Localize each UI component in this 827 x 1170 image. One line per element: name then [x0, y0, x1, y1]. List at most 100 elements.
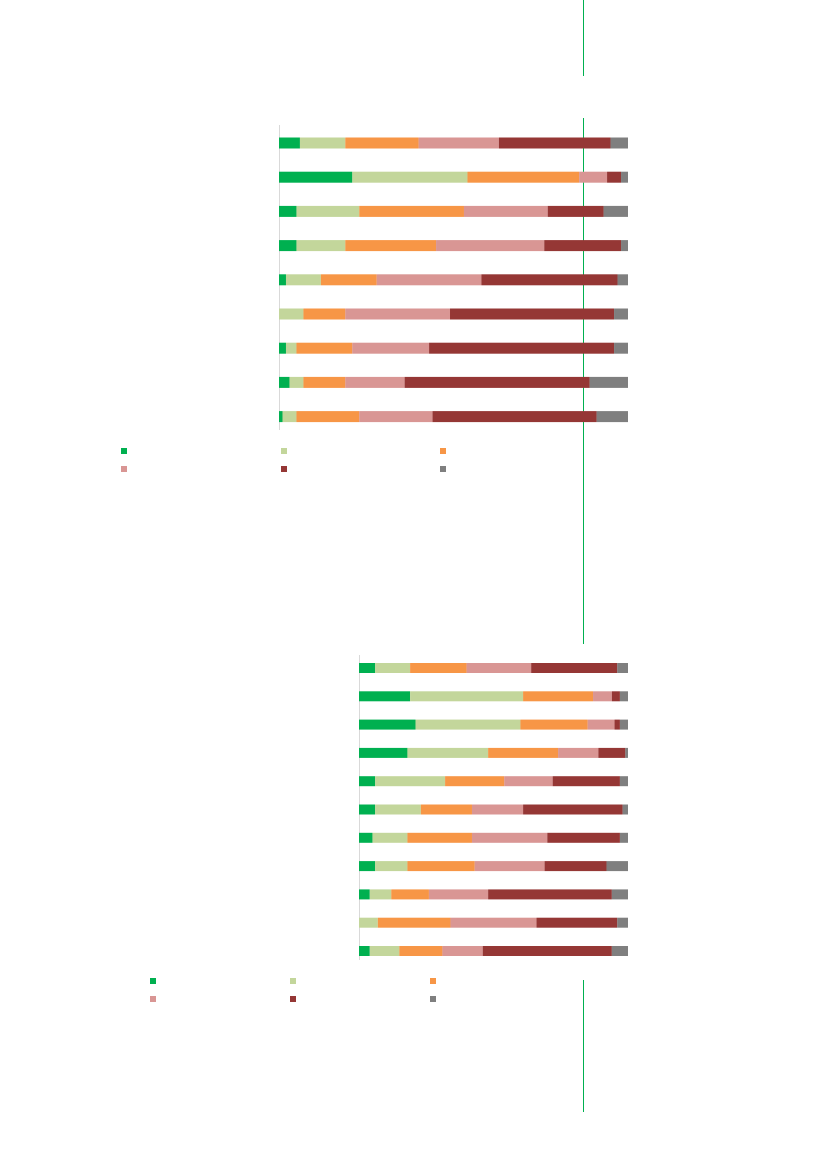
bar-segment [320, 274, 377, 286]
bar-segment [282, 411, 297, 423]
bar-segment [376, 274, 482, 286]
bar-segment [466, 663, 532, 673]
bar-segment [359, 889, 370, 900]
bar-segment [375, 804, 421, 815]
bar-segment [410, 691, 524, 702]
bar-segment [359, 832, 373, 843]
bar-segment [279, 171, 353, 183]
bar-segment [279, 240, 297, 252]
legend-swatch [430, 996, 436, 1002]
bar-segment [345, 376, 405, 388]
bar-segment [372, 832, 408, 843]
bar-segment [345, 240, 437, 252]
bar-segment [579, 171, 608, 183]
bar-segment [482, 946, 612, 956]
bar-segment [296, 240, 346, 252]
bar-segment [471, 804, 524, 815]
legend-swatch [150, 996, 156, 1002]
bar-segment [622, 804, 628, 815]
bar-segment [520, 719, 588, 730]
bar-segment [619, 832, 628, 843]
bar-segment [359, 861, 376, 872]
bar-segment [617, 663, 628, 673]
bar-segment [547, 832, 620, 843]
bar-segment [552, 776, 620, 787]
bar-segment [463, 205, 548, 217]
bar-segment [359, 747, 408, 758]
bar-segment [611, 889, 628, 900]
bar-segment [359, 917, 378, 928]
bar-segment [420, 804, 472, 815]
bar-segment [418, 137, 499, 149]
bar-segment [603, 205, 628, 217]
bar-segment [299, 137, 346, 149]
bar-segment [285, 342, 297, 354]
legend-swatch [121, 466, 127, 472]
bar-segment [285, 274, 321, 286]
bar-segment [614, 308, 628, 320]
bar-segment [450, 308, 615, 320]
bar-segment [428, 889, 489, 900]
bar-segment [547, 205, 604, 217]
bar-segment [375, 663, 411, 673]
bar-segment [279, 205, 297, 217]
bar-segment [611, 691, 620, 702]
bar-segment [359, 776, 376, 787]
bar-segment [488, 747, 559, 758]
bar-segment [279, 274, 286, 286]
bar-segment [544, 240, 622, 252]
bar-segment [544, 861, 607, 872]
bar-segment [593, 691, 612, 702]
bar-segment [359, 663, 376, 673]
bar-segment [523, 804, 623, 815]
bar-segment [436, 240, 545, 252]
bar-segment [614, 342, 628, 354]
bar-segment [399, 946, 443, 956]
bar-segment [345, 308, 451, 320]
bar-segment [589, 376, 628, 388]
bar-segment [279, 342, 286, 354]
bar-segment [296, 342, 353, 354]
bar-segment [617, 274, 628, 286]
bar-segment [498, 137, 611, 149]
legend-swatch [290, 978, 296, 984]
bar-segment [474, 861, 545, 872]
bar-segment [558, 747, 599, 758]
bar-segment [369, 889, 392, 900]
bar-segment [407, 861, 475, 872]
bar-segment [410, 663, 467, 673]
bar-segment [614, 719, 620, 730]
bar-segment [377, 917, 451, 928]
legend-swatch [430, 978, 436, 984]
bar-segment [450, 917, 537, 928]
bar-segment [352, 171, 468, 183]
bar-segment [359, 205, 464, 217]
bar-segment [279, 411, 283, 423]
bar-segment [359, 691, 411, 702]
bar-segment [432, 411, 597, 423]
bar-segment [471, 832, 548, 843]
bar-segment [369, 946, 400, 956]
bar-segment [445, 776, 505, 787]
bar-segment [619, 776, 628, 787]
bar-segment [375, 776, 446, 787]
bar-segment [429, 342, 615, 354]
bar-segment [407, 747, 489, 758]
bar-segment [523, 691, 594, 702]
bar-segment [279, 308, 304, 320]
bar-segment [359, 946, 370, 956]
bar-segment [289, 376, 304, 388]
bar-segment [415, 719, 521, 730]
bar-segment [619, 691, 628, 702]
bar-segment [504, 776, 553, 787]
legend-swatch [150, 978, 156, 984]
bar-segment [296, 411, 360, 423]
bar-segment [391, 889, 429, 900]
bar-segment [607, 171, 622, 183]
bar-segment [536, 917, 618, 928]
legend-swatch [290, 996, 296, 1002]
bar-segment [442, 946, 483, 956]
legend-swatch [440, 448, 446, 454]
bar-segment [488, 889, 612, 900]
